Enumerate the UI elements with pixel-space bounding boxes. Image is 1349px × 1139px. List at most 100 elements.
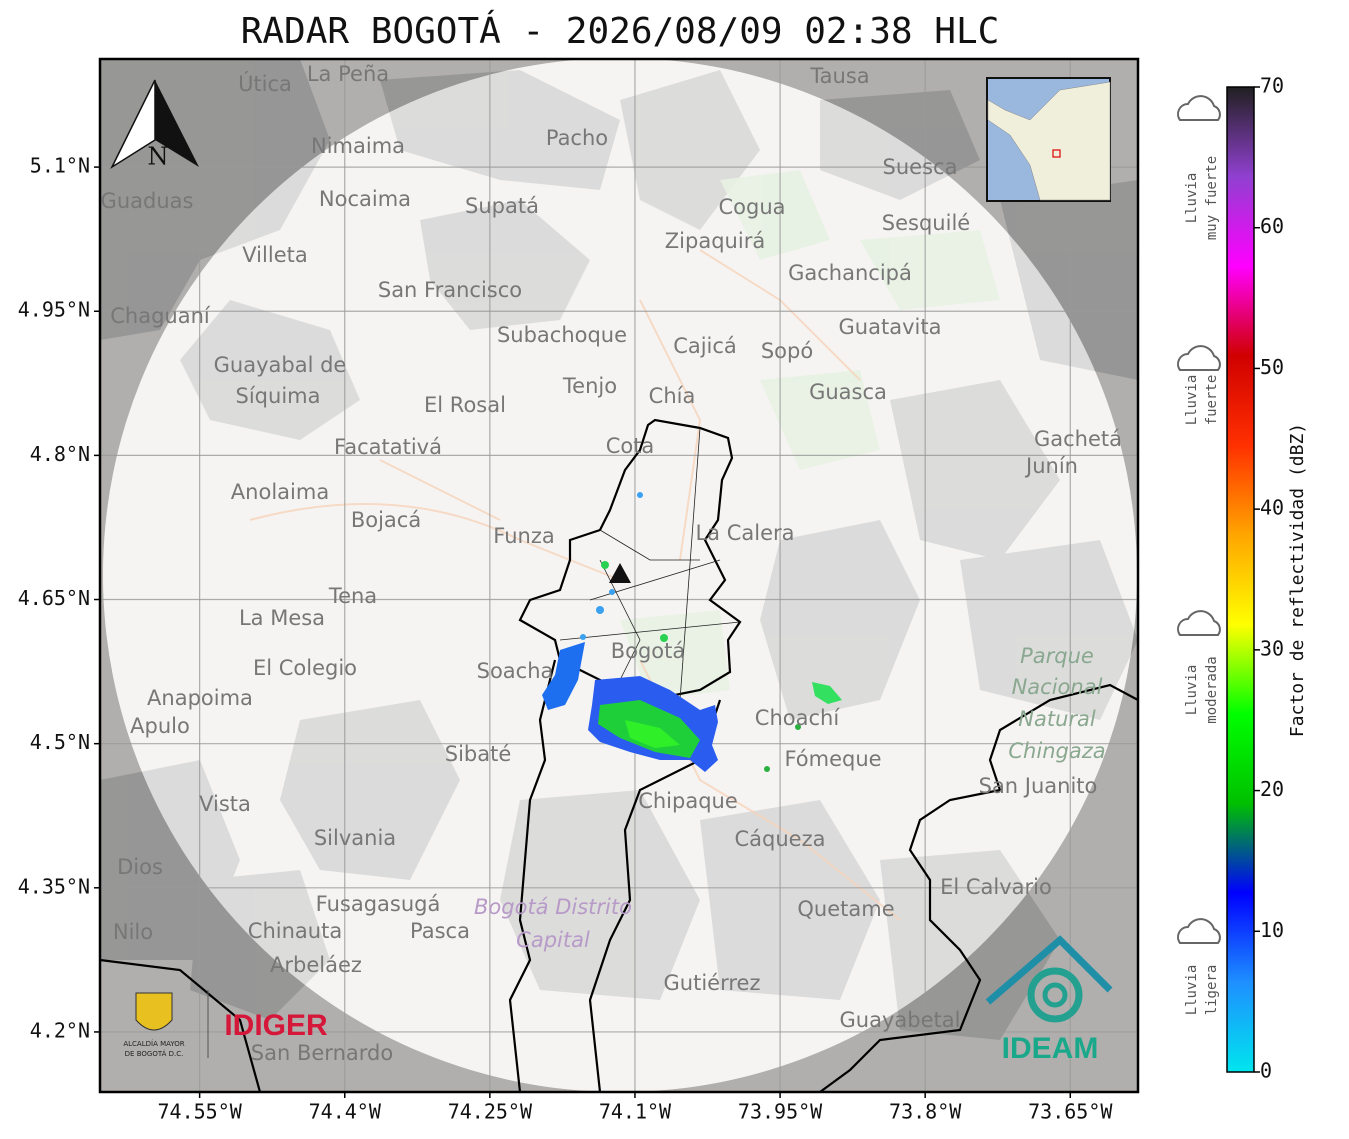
colorbar-tick-label: 50 [1260,355,1284,379]
y-tick-label: 4.35°N [18,874,90,898]
place-label: Tena [328,584,377,608]
rain-label: Lluvia [1184,965,1200,1016]
rain-icon [1177,610,1221,636]
colorbar-tick-label: 0 [1260,1059,1272,1083]
place-label: Sibaté [445,742,512,766]
place-label: Guayabetal [840,1008,961,1032]
x-tick-label: 73.95°W [738,1100,823,1124]
district-label: Bogotá Distrito [474,895,632,919]
place-label: Choachí [755,706,841,730]
y-tick-label: 5.1°N [30,154,90,178]
rain-label: ligera [1204,965,1220,1016]
grid [100,59,1138,1092]
park-label: Natural [1018,707,1096,731]
place-label: Vista [199,792,251,816]
place-label: San Francisco [378,278,522,302]
colorbar-tick-label: 60 [1260,214,1284,238]
place-label: La Peña [307,62,389,86]
place-label: Chipaque [638,789,738,813]
place-label: Suesca [883,155,958,179]
place-label: Funza [493,524,554,548]
place-label: Cogua [718,195,785,219]
rain-label: Lluvia [1184,173,1200,224]
x-tick-label: 73.8°W [889,1100,962,1124]
place-label: Guaduas [101,189,194,213]
colorbar-tick-label: 10 [1260,918,1284,942]
north-arrow: N [110,79,199,171]
place-label: Fómeque [784,747,881,771]
rain-icon [1177,345,1221,371]
place-label: Tausa [809,64,869,88]
inset-map [986,77,1111,202]
place-label: Chaguaní [110,304,211,328]
place-label: Soacha [477,659,554,683]
place-label: Síquima [236,384,321,408]
place-label: Zipaquirá [665,229,765,253]
place-label: Quetame [797,897,894,921]
place-label: Villeta [242,243,307,267]
place-label: Nilo [113,920,153,944]
place-label: Pasca [410,919,470,943]
vegetation [620,170,1000,700]
y-tick-label: 4.65°N [18,586,90,610]
rain-label: muy fuerte [1204,156,1220,240]
place-label: El Colegio [253,656,357,680]
radar-site [609,563,631,583]
place-label: Tenjo [562,374,617,398]
place-label: Gachancipá [788,261,912,285]
district-label: Capital [516,928,590,952]
alcaldia-line: DE BOGOTÁ D.C. [125,1049,184,1058]
place-label: Cajicá [673,334,737,358]
place-label: Dios [117,855,163,879]
place-label: Gachetá [1034,427,1122,451]
y-tick-label: 4.5°N [30,730,90,754]
rain-level: Lluvia ligera [1177,918,1221,1016]
x-tick-label: 73.65°W [1028,1100,1113,1124]
place-label: Supatá [465,194,539,218]
place-label: La Calera [695,521,794,545]
colorbar-label: Factor de reflectividad (dBZ) [1287,423,1308,737]
place-label: La Mesa [239,606,325,630]
park-label: Parque [1020,644,1094,668]
north-label: N [148,143,169,171]
rain-label: Lluvia [1184,665,1200,716]
colorbar-tick-label: 70 [1260,74,1284,98]
ideam-logo: IDEAM [1002,1032,1099,1065]
map: La Peña Útica Tausa Pacho Nimaima Suesca Guadu… [100,59,1138,1092]
place-label: Útica [238,71,292,96]
place-label: San Juanito [979,774,1098,798]
place-label: Nocaima [319,187,411,211]
y-tick-label: 4.8°N [30,442,90,466]
place-label: Chinauta [248,919,342,943]
title: RADAR BOGOTÁ - 2026/08/09 02:38 HLC [241,10,1000,52]
place-label: Anapoima [147,686,253,710]
logo-alcaldia: ALCALDÍA MAYOR DE BOGOTÁ D.C. IDIGER [123,990,328,1058]
rain-level: Lluvia fuerte [1177,345,1221,426]
colorbar-tick-label: 40 [1260,496,1284,520]
place-label: Facatativá [334,435,442,459]
logo-ideam: IDEAM [985,935,1113,1065]
rain-label: Lluvia [1184,375,1200,426]
colorbar-ticks: 0 10 20 30 40 50 60 70 [1254,74,1284,1083]
terrain [100,59,1138,1040]
place-label: Pacho [546,126,608,150]
rain-level: Lluvia muy fuerte [1177,95,1221,240]
park-label: Nacional [1012,675,1103,699]
map-frame [98,57,1140,1094]
axes: 74.55°W 74.4°W 74.25°W 74.1°W 73.95°W 73.8°W 7… [18,154,1114,1124]
place-label: Silvania [314,826,396,850]
radar-echoes [542,492,842,772]
place-label: Guatavita [839,315,942,339]
park-label: Chingaza [1008,739,1105,763]
rain-icon [1177,95,1221,121]
rain-level: Lluvia moderada [1177,610,1221,724]
idiger-logo: IDIGER [224,1009,328,1042]
y-tick-label: 4.95°N [18,298,90,322]
x-tick-label: 74.25°W [448,1100,533,1124]
place-label: Junín [1024,454,1078,478]
colorbar-tick-label: 20 [1260,777,1284,801]
place-label: Chía [649,384,696,408]
place-label: Arbeláez [270,953,362,977]
colorbar-tick-label: 30 [1260,636,1284,660]
colorbar [1226,86,1255,1073]
